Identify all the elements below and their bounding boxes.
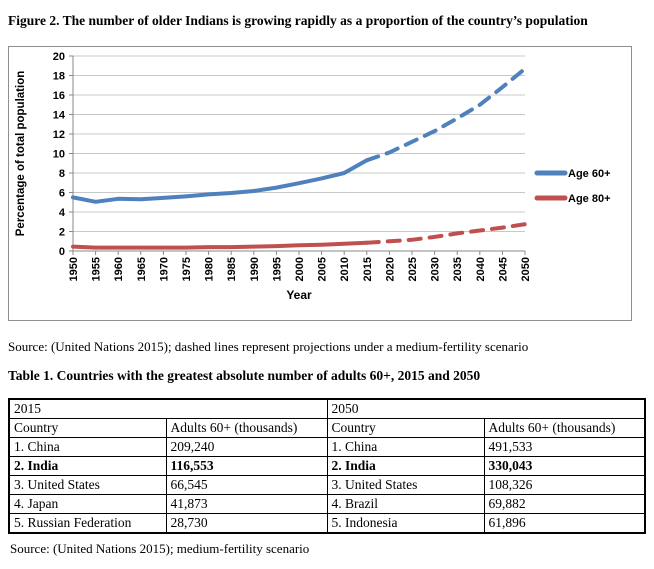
x-tick-label: 2035 [452, 257, 464, 281]
column-header: Country [8, 418, 167, 438]
value-cell: 28,730 [165, 513, 328, 534]
x-tick-label: 2050 [520, 257, 532, 281]
y-tick-label: 8 [59, 168, 65, 180]
value-cell: 41,873 [165, 494, 328, 514]
series-line-dashed-1 [364, 222, 527, 245]
value-cell: 491,533 [483, 437, 646, 457]
legend-label-1: Age 80+ [568, 193, 611, 205]
table-row: 1. China 209,240 1. China 491,533 [8, 437, 646, 457]
table-source: Source: (United Nations 2015); medium-fe… [10, 541, 310, 556]
table-title: Table 1. Countries with the greatest abs… [8, 368, 481, 383]
y-tick-label: 6 [59, 188, 65, 200]
x-tick-label: 2005 [317, 257, 329, 281]
x-tick-label: 1995 [271, 257, 283, 281]
series-line-solid-0 [71, 158, 369, 204]
y-tick-label: 18 [53, 71, 65, 83]
country-cell: 4. Japan [8, 494, 167, 514]
x-tick-label: 2020 [384, 257, 396, 281]
table-row: Country Adults 60+ (thousands) Country A… [8, 418, 646, 438]
value-cell: 69,882 [483, 494, 646, 514]
series-line-solid-1 [71, 240, 369, 250]
y-tick-label: 2 [59, 227, 65, 239]
line-chart: 0 2 4 6 8 10 12 14 16 18 20 1950 1955 1960 1965 1970 197… [15, 51, 611, 302]
table-row: 3. United States 66,545 3. United States… [8, 475, 646, 495]
x-tick-label: 2015 [362, 257, 374, 281]
x-tick-label: 1960 [113, 257, 125, 281]
countries-table: 2015 2050 Country Adults 60+ (thousands)… [8, 398, 646, 534]
country-cell: 5. Russian Federation [8, 513, 167, 534]
y-axis-title: Percentage of total population [15, 71, 27, 236]
year-header-2015: 2015 [8, 398, 328, 419]
y-tick-label: 10 [53, 149, 65, 161]
table-row: 5. Russian Federation 28,730 5. Indonesi… [8, 513, 646, 534]
x-tick-label: 1985 [226, 257, 238, 281]
x-tick-label: 2040 [475, 257, 487, 281]
country-cell: 1. China [326, 437, 485, 457]
table-row: 2015 2050 [8, 398, 646, 419]
value-cell: 330,043 [483, 456, 646, 476]
country-cell: 5. Indonesia [326, 513, 485, 534]
legend-label-0: Age 60+ [568, 168, 611, 180]
column-header: Country [326, 418, 485, 438]
y-tick-label: 0 [59, 246, 65, 258]
table-row-india: 2. India 116,553 2. India 330,043 [8, 456, 646, 476]
value-cell: 209,240 [165, 437, 328, 457]
series-line-dashed-0 [364, 66, 527, 163]
column-header: Adults 60+ (thousands) [165, 418, 328, 438]
x-tick-label: 1965 [136, 257, 148, 281]
country-cell: 1. China [8, 437, 167, 457]
x-tick-label: 2000 [294, 257, 306, 281]
year-header-2050: 2050 [326, 398, 646, 419]
country-cell: 3. United States [326, 475, 485, 495]
x-tick-label: 1950 [68, 257, 80, 281]
x-tick-label: 2010 [339, 257, 351, 281]
x-tick-label: 2045 [497, 257, 509, 281]
x-tick-label: 1955 [91, 257, 103, 281]
x-tick-label: 1980 [204, 257, 216, 281]
x-tick-label: 2030 [430, 257, 442, 281]
value-cell: 108,326 [483, 475, 646, 495]
y-tick-label: 20 [53, 51, 65, 63]
y-tick-label: 4 [59, 207, 66, 219]
value-cell: 66,545 [165, 475, 328, 495]
x-tick-label: 1970 [158, 257, 170, 281]
x-tick-label: 1975 [181, 257, 193, 281]
country-cell: 2. India [326, 456, 485, 476]
y-tick-label: 12 [53, 129, 65, 141]
y-tick-label: 16 [53, 90, 65, 102]
value-cell: 61,896 [483, 513, 646, 534]
y-tick-label: 14 [53, 110, 66, 122]
country-cell: 4. Brazil [326, 494, 485, 514]
figure-source: Source: (United Nations 2015); dashed li… [8, 339, 529, 354]
figure-title: Figure 2. The number of older Indians is… [8, 13, 588, 28]
value-cell: 116,553 [165, 456, 328, 476]
chart-container: 0 2 4 6 8 10 12 14 16 18 20 1950 1955 1960 1965 1970 197… [8, 46, 632, 321]
table-row: 4. Japan 41,873 4. Brazil 69,882 [8, 494, 646, 514]
country-cell: 3. United States [8, 475, 167, 495]
x-axis-title: Year [286, 288, 312, 302]
country-cell: 2. India [8, 456, 167, 476]
column-header: Adults 60+ (thousands) [483, 418, 646, 438]
x-tick-label: 1990 [249, 257, 261, 281]
x-tick-label: 2025 [407, 257, 419, 281]
